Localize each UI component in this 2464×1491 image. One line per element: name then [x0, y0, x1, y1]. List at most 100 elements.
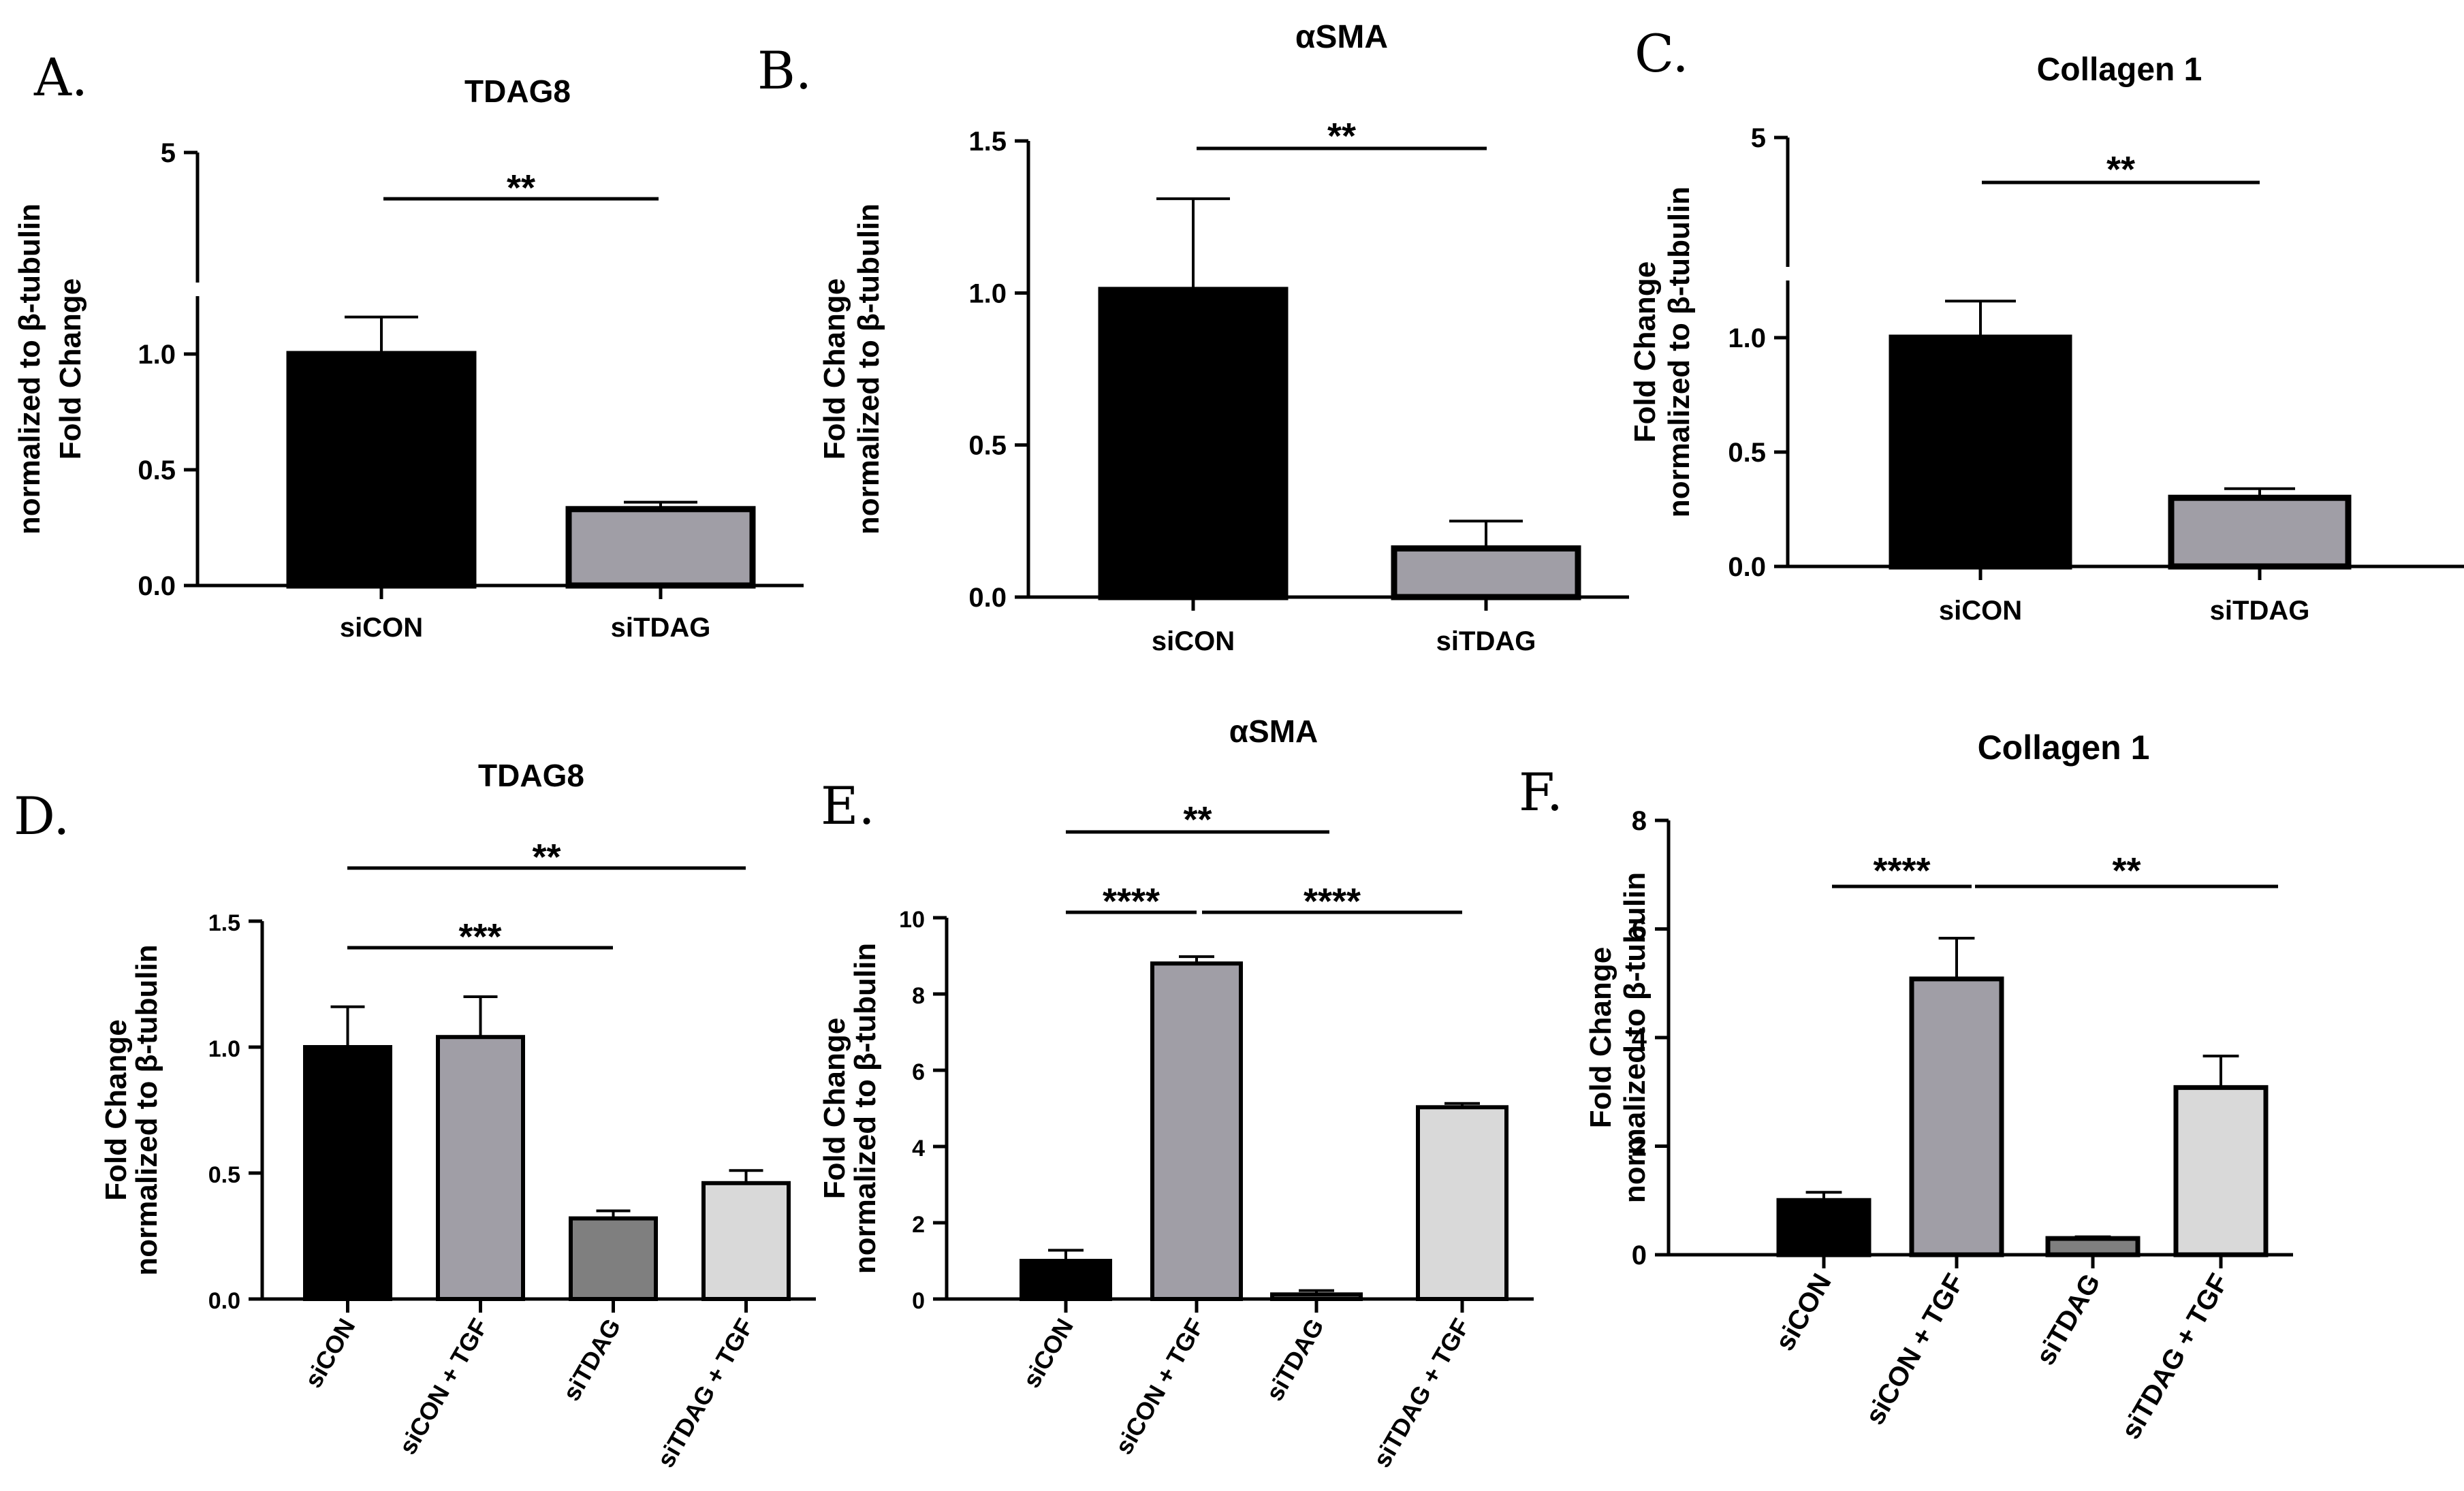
panel-c-category-label-0: siCON [1939, 596, 2022, 626]
panel-c-letter: C. [1634, 23, 1689, 84]
panel-c-bar-1 [2168, 494, 2352, 570]
panel-f-bar-1 [1909, 976, 2004, 1257]
panel-d-ytick-label: 1.5 [208, 910, 240, 936]
panel-b-category-label-1: siTDAG [1436, 626, 1536, 656]
panel-e-category-label-1: siCON + TGF [1109, 1314, 1210, 1460]
panel-d-category-label-3: siTDAG + TGF [651, 1314, 759, 1473]
panel-b-category-label-0: siCON [1152, 626, 1235, 656]
panel-e-ylabel-line2: normalized to β-tubulin [849, 943, 882, 1274]
panel-d-bar-0 [303, 1045, 392, 1301]
panel-b-bar-1 [1391, 545, 1581, 600]
panel-a-ytick-label: 0.0 [138, 571, 176, 601]
panel-c-ylabel: Fold Change normalized to β-tubulin [1628, 187, 1696, 517]
panel-a-ylabel-line1: Fold Change [54, 278, 87, 460]
panel-b-title: αSMA [1295, 19, 1388, 55]
panel-f-bar-0 [1776, 1198, 1871, 1257]
panel-d-ylabel-line2: normalized to β-tubulin [130, 944, 163, 1275]
panel-d-sig-label-1: *** [458, 916, 501, 957]
panel-b-letter: B. [757, 40, 812, 101]
panel-c-ylabel-line2: normalized to β-tubulin [1662, 187, 1696, 517]
panel-f-sig-label-1: ** [2112, 850, 2141, 891]
panel-d-bar-3 [701, 1181, 791, 1302]
panel-f-sig-label-0: **** [1873, 850, 1930, 891]
panel-b-ytick-label: 0.5 [968, 431, 1007, 461]
panel-e-bar-0 [1020, 1259, 1112, 1301]
panel-c-category-label-1: siTDAG [2210, 596, 2310, 626]
panel-f-category-label-0: siCON [1770, 1269, 1837, 1356]
panel-e-letter: E. [821, 775, 875, 836]
panel-a-category-label-0: siCON [340, 613, 423, 643]
panel-d-ytick-label: 0.0 [208, 1288, 240, 1314]
panel-c-bar-0 [1889, 334, 2072, 570]
panel-d-category-label-2: siTDAG [557, 1314, 627, 1406]
panel-d-title: TDAG8 [478, 758, 584, 793]
panel-e-ytick-label: 6 [912, 1059, 925, 1085]
panel-b-ylabel: Fold Change normalized to β-tubulin [818, 204, 885, 534]
panel-d-bar-2 [569, 1216, 658, 1301]
panel-b-bar-0 [1098, 287, 1289, 600]
panel-c-title: Collagen 1 [2037, 52, 2202, 88]
panel-a-title: TDAG8 [464, 74, 571, 109]
panel-e-ylabel-line1: Fold Change [818, 1018, 851, 1199]
panel-b-ytick-label: 1.5 [968, 127, 1007, 157]
panel-b-sig-label-0: ** [1327, 116, 1356, 157]
panel-a-ytick-label-break: 5 [161, 138, 176, 168]
panel-c-ytick-label: 0.0 [1728, 552, 1766, 582]
panel-b-chart: B. αSMA Fold Change normalized to β-tubulin… [757, 19, 1629, 656]
panel-f-ytick-label: 6 [1632, 915, 1647, 945]
panel-e-ytick-label: 2 [912, 1212, 925, 1238]
panel-f-ytick-label: 0 [1632, 1240, 1647, 1270]
panel-e-ytick-label: 8 [912, 983, 925, 1009]
panel-f-letter: F. [1519, 762, 1563, 822]
panel-c-ytick-label-break: 5 [1751, 123, 1766, 153]
panel-d-category-label-0: siCON [299, 1314, 361, 1393]
panel-b-ylabel-line2: normalized to β-tubulin [852, 204, 885, 534]
panel-e-category-label-2: siTDAG [1260, 1314, 1329, 1406]
panel-f-chart: F. Collagen 1 Fold Change normalized to β-t… [1519, 728, 2293, 1444]
panel-d-ytick-label: 1.0 [208, 1036, 240, 1062]
panel-f-ylabel: Fold Change normalized to β-tubulin [1584, 872, 1652, 1203]
panel-a-ytick-label: 0.5 [138, 455, 176, 485]
panel-a-sig-label-0: ** [507, 167, 535, 208]
panel-c-ytick-label: 0.5 [1728, 438, 1766, 468]
panel-d-ytick-label: 0.5 [208, 1162, 240, 1188]
panel-c-chart: C. Collagen 1 Fold Change normalized to β-t… [1628, 23, 2464, 626]
panel-d-ylabel-line1: Fold Change [99, 1019, 133, 1200]
panel-e-bar-3 [1416, 1105, 1509, 1301]
panel-e-category-label-0: siCON [1017, 1314, 1079, 1393]
panel-c-ylabel-line1: Fold Change [1628, 261, 1662, 443]
panel-d-category-label-1: siCON + TGF [393, 1314, 493, 1460]
panel-e-sig-label-0: ** [1183, 799, 1212, 840]
panel-f-ytick-label: 8 [1632, 806, 1647, 836]
panel-f-ylabel-line2: normalized to β-tubulin [1618, 872, 1652, 1203]
panel-e-bar-2 [1270, 1292, 1363, 1302]
panel-b-ylabel-line1: Fold Change [818, 278, 851, 460]
panel-e-ytick-label: 4 [912, 1136, 925, 1161]
panel-e-sig-label-2: **** [1304, 881, 1361, 922]
panel-d-bar-1 [436, 1035, 525, 1301]
panel-f-category-label-2: siTDAG [2030, 1269, 2106, 1370]
panel-a-bar-0 [286, 351, 477, 589]
panel-c-ytick-label: 1.0 [1728, 323, 1766, 353]
panel-a-ytick-label: 1.0 [138, 340, 176, 370]
panel-e-title: αSMA [1229, 714, 1318, 749]
panel-a-category-label-1: siTDAG [611, 613, 711, 643]
panel-f-category-label-3: siTDAG + TGF [2116, 1269, 2234, 1445]
panel-b-ytick-label: 0.0 [968, 583, 1007, 613]
panel-f-ytick-label: 4 [1632, 1023, 1647, 1053]
panel-f-title: Collagen 1 [1978, 728, 2150, 767]
panel-f-bar-2 [2045, 1236, 2141, 1257]
panel-c-sig-label-0: ** [2106, 149, 2135, 190]
panel-e-bar-1 [1150, 961, 1243, 1301]
panel-e-ytick-label: 0 [912, 1288, 925, 1314]
panel-e-sig-label-1: **** [1103, 881, 1160, 922]
panel-f-ytick-label: 2 [1632, 1132, 1647, 1162]
panel-f-category-label-1: siCON + TGF [1860, 1269, 1970, 1430]
panel-d-letter: D. [14, 786, 69, 846]
panel-e-ytick-label: 10 [899, 907, 925, 933]
